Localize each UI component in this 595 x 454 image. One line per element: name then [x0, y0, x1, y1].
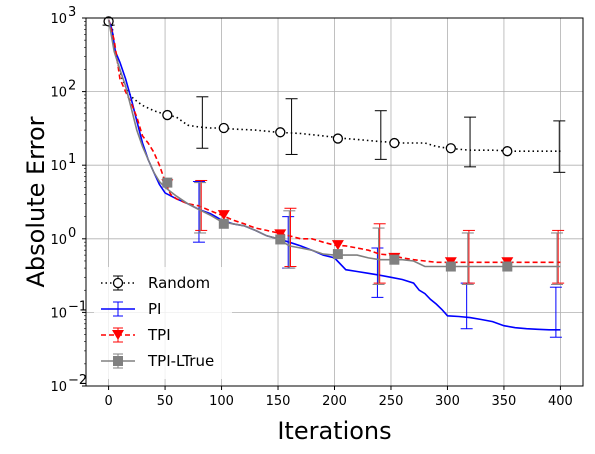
y-tick-label: 10: [50, 233, 67, 248]
y-tick-exponent: 1: [68, 152, 76, 167]
x-tick-label: 50: [157, 394, 174, 409]
y-tick-label: 10: [50, 159, 67, 174]
x-axis-title: Iterations: [277, 417, 391, 445]
legend-label-tpi-ltrue: TPI-LTrue: [147, 352, 214, 370]
data-point-tpi-ltrue: [275, 234, 286, 245]
data-point-tpi: [331, 240, 344, 251]
data-point-tpi-ltrue: [332, 249, 343, 260]
x-tick-label: 350: [492, 394, 517, 409]
legend-marker-tpi-ltrue: [113, 356, 123, 366]
series-layer: [102, 16, 566, 338]
y-tick-exponent: −1: [68, 299, 87, 314]
data-point-tpi-ltrue: [389, 254, 400, 265]
data-point-random: [332, 133, 344, 144]
legend-marker-tpi: [112, 330, 124, 340]
data-point-random: [445, 143, 456, 154]
x-tick-label: 150: [266, 394, 291, 409]
series-random: [102, 16, 566, 173]
x-tick-label: 200: [322, 394, 347, 409]
legend-label-pi: PI: [148, 300, 161, 318]
data-point-tpi: [217, 210, 230, 221]
data-point-random: [218, 122, 229, 134]
data-point-random: [389, 137, 400, 149]
legend-entry-tpi-ltrue: TPI-LTrue: [101, 352, 214, 370]
legend-frame: [94, 267, 232, 379]
data-point-random: [162, 109, 173, 121]
x-tick-label: 250: [379, 394, 404, 409]
y-axis-title: Absolute Error: [22, 116, 50, 287]
legend-entry-tpi: TPI: [101, 326, 171, 344]
data-point-random: [502, 146, 513, 157]
x-tick-label: 300: [435, 394, 460, 409]
y-tick-label: 10: [50, 380, 67, 395]
data-point-random: [275, 127, 286, 138]
y-tick-exponent: 3: [68, 5, 76, 20]
x-tick-label: 0: [104, 394, 112, 409]
x-tick-label: 400: [548, 394, 573, 409]
series-tpi-ltrue: [107, 19, 564, 285]
legend-entry-random: Random: [101, 274, 210, 292]
y-tick-label: 10: [50, 306, 67, 321]
y-tick-exponent: 0: [68, 226, 76, 241]
legend-entry-pi: PI: [101, 300, 161, 318]
y-tick-label: 10: [50, 86, 67, 101]
data-point-tpi-ltrue: [218, 218, 229, 229]
y-tick-label: 10: [50, 12, 67, 27]
y-tick-exponent: −2: [68, 373, 87, 388]
legend-label-random: Random: [148, 274, 210, 292]
data-point-tpi-ltrue: [162, 177, 173, 188]
legend-marker-random: [112, 277, 124, 289]
x-tick-label: 100: [209, 394, 234, 409]
legend: Random PI TPI TPI-LTrue: [94, 267, 232, 379]
data-point-tpi: [274, 229, 287, 240]
data-point-tpi-ltrue: [445, 261, 456, 272]
legend-label-tpi: TPI: [147, 326, 171, 344]
data-point-tpi-ltrue: [502, 261, 513, 272]
y-tick-exponent: 2: [68, 79, 76, 94]
